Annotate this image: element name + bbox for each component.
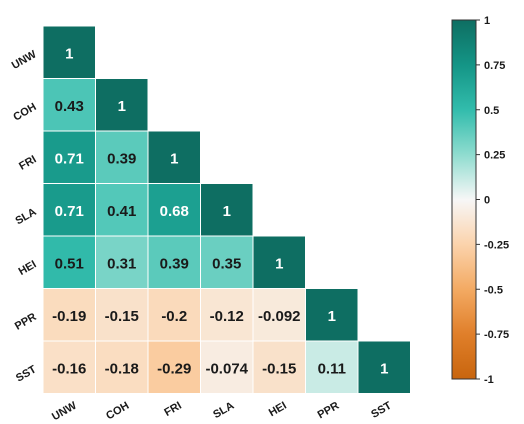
- cell-PPR-HEI: [252, 288, 306, 342]
- cell-value-SST-FRI: -0.29: [157, 360, 191, 377]
- cell-value-PPR-SLA: -0.12: [210, 308, 244, 325]
- column-label-HEI: HEI: [267, 400, 289, 420]
- cell-value-SST-SST: 1: [380, 360, 388, 377]
- cell-PPR-UNW: [42, 288, 96, 342]
- cell-PPR-SLA: [200, 288, 254, 342]
- cell-PPR-FRI: [147, 288, 201, 342]
- cell-UNW-UNW: [42, 25, 96, 79]
- cell-value-SLA-FRI: 0.68: [160, 203, 189, 220]
- cell-SST-SLA: [200, 340, 254, 394]
- column-label-COH: COH: [104, 400, 131, 423]
- colorbar-tick-label: 0.5: [484, 105, 499, 117]
- row-label-SST: SST: [14, 363, 39, 384]
- row-label-SLA: SLA: [13, 206, 38, 227]
- colorbar-tick-label: 0.25: [484, 150, 505, 162]
- cell-HEI-SLA: [200, 235, 254, 289]
- cell-value-PPR-COH: -0.15: [105, 308, 139, 325]
- colorbar-tick-label: -0.75: [484, 329, 509, 341]
- row-label-HEI: HEI: [17, 258, 39, 278]
- cell-value-PPR-PPR: 1: [328, 308, 336, 325]
- column-label-UNW: UNW: [50, 399, 79, 423]
- cell-value-HEI-UNW: 0.51: [55, 255, 84, 272]
- cell-FRI-FRI: [147, 130, 201, 184]
- colorbar-tick-label: 0: [484, 195, 490, 207]
- cell-value-SST-COH: -0.18: [105, 360, 139, 377]
- cell-PPR-PPR: [305, 288, 359, 342]
- cell-value-HEI-HEI: 1: [275, 255, 283, 272]
- cell-value-PPR-HEI: -0.092: [258, 308, 301, 325]
- row-label-FRI: FRI: [17, 153, 38, 172]
- cell-SST-COH: [95, 340, 149, 394]
- colorbar-tick-label: 0.75: [484, 60, 505, 72]
- cell-value-SLA-SLA: 1: [223, 203, 231, 220]
- row-labels: UNW COH FRI SLA HEI PPR SST: [10, 48, 39, 384]
- cell-value-SLA-UNW: 0.71: [55, 203, 84, 220]
- cell-value-HEI-COH: 0.31: [107, 255, 136, 272]
- cell-value-COH-COH: 1: [118, 98, 126, 115]
- cell-value-FRI-COH: 0.39: [107, 150, 136, 167]
- row-label-COH: COH: [11, 101, 38, 124]
- column-labels: UNW COH FRI SLA HEI PPR SST: [50, 399, 394, 423]
- cell-value-COH-UNW: 0.43: [55, 98, 84, 115]
- cell-value-SLA-COH: 0.41: [107, 203, 136, 220]
- colorbar-tick-label: -1: [484, 374, 494, 386]
- cell-value-SST-UNW: -0.16: [52, 360, 86, 377]
- cell-COH-COH: [95, 78, 149, 132]
- cell-HEI-COH: [95, 235, 149, 289]
- cell-value-HEI-SLA: 0.35: [212, 255, 241, 272]
- colorbar: 1 0.75 0.5 0.25 0 -0.25 -0.5 -0.75 -1: [451, 15, 509, 386]
- cell-value-SST-HEI: -0.15: [262, 360, 296, 377]
- heatmap-cells: 1 0.43 1 0.71 0.39 1 0.71 0.41 0.68 1 0.51 0.31 0.39…: [42, 25, 411, 394]
- column-label-SLA: SLA: [211, 400, 236, 421]
- cell-SLA-COH: [95, 183, 149, 237]
- cell-value-UNW-UNW: 1: [65, 45, 73, 62]
- row-label-UNW: UNW: [10, 48, 39, 72]
- cell-SST-SST: [357, 340, 411, 394]
- cell-SST-PPR: [305, 340, 359, 394]
- colorbar-tick-label: 1: [484, 15, 490, 27]
- colorbar-gradient: [451, 19, 477, 380]
- cell-SST-UNW: [42, 340, 96, 394]
- column-label-SST: SST: [369, 400, 394, 421]
- cell-value-PPR-FRI: -0.2: [161, 308, 187, 325]
- row-label-PPR: PPR: [13, 311, 39, 333]
- cell-COH-UNW: [42, 78, 96, 132]
- cell-SLA-SLA: [200, 183, 254, 237]
- cell-value-SST-PPR: 0.11: [318, 360, 346, 377]
- colorbar-tick-label: -0.5: [484, 284, 503, 296]
- cell-value-SST-SLA: -0.074: [205, 360, 248, 377]
- column-label-FRI: FRI: [162, 400, 183, 419]
- cell-value-FRI-FRI: 1: [170, 150, 178, 167]
- cell-PPR-COH: [95, 288, 149, 342]
- cell-value-FRI-UNW: 0.71: [55, 150, 84, 167]
- cell-value-HEI-FRI: 0.39: [160, 255, 189, 272]
- cell-value-PPR-UNW: -0.19: [52, 308, 86, 325]
- column-label-PPR: PPR: [316, 400, 342, 422]
- colorbar-tick-label: -0.25: [484, 239, 509, 251]
